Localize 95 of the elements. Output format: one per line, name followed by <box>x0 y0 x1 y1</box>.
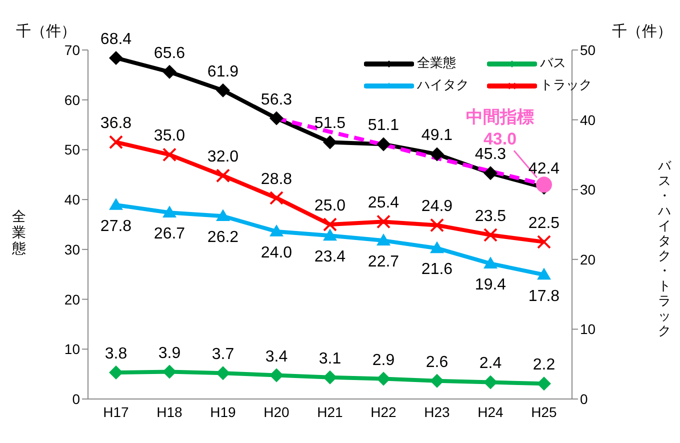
y-tick-label: 30 <box>64 241 80 258</box>
data-label: 3.1 <box>318 350 342 368</box>
point <box>109 198 123 210</box>
text: 千（件） <box>612 23 672 40</box>
data-label: 19.4 <box>474 276 506 294</box>
point <box>376 372 390 386</box>
y2-tick-label: 20 <box>580 251 596 268</box>
point <box>323 370 337 384</box>
data-label: 61.9 <box>207 63 239 80</box>
annotation: 中間指標 43.0 <box>466 108 534 149</box>
y-tick-label: 50 <box>64 142 80 158</box>
point <box>376 137 390 152</box>
y-tick-label: 60 <box>64 92 80 108</box>
x-tick-label: H21 <box>317 404 344 420</box>
data-label: 17.8 <box>528 288 560 305</box>
point <box>109 365 123 380</box>
y-tick-label: 10 <box>64 341 80 358</box>
data-label: 28.8 <box>260 170 292 188</box>
data-label: 49.1 <box>421 127 453 144</box>
data-label: 3.9 <box>158 344 181 362</box>
point <box>376 234 390 246</box>
point <box>537 376 551 391</box>
data-label: 23.5 <box>474 208 506 225</box>
x-tick-label: H25 <box>531 404 558 420</box>
y-tick-label: 20 <box>64 291 80 308</box>
y-tick-label: 0 <box>72 390 80 407</box>
data-label: 65.6 <box>154 44 186 62</box>
text: 千（件） <box>16 23 76 40</box>
text: バス・ハイタク・トラック <box>658 158 671 338</box>
x-tick-label: H18 <box>156 404 183 420</box>
point <box>270 111 284 126</box>
point <box>430 241 444 254</box>
point <box>323 135 337 150</box>
point <box>484 256 498 268</box>
point <box>430 374 444 388</box>
data-label: 35.0 <box>154 128 186 145</box>
data-label: 2.2 <box>532 356 556 374</box>
data-label: 36.8 <box>100 115 132 132</box>
point <box>216 209 230 222</box>
data-label: 23.4 <box>314 248 346 266</box>
data-label: 45.3 <box>474 146 506 164</box>
data-label: 2.9 <box>372 352 395 369</box>
data-label: 56.3 <box>260 91 292 108</box>
data-label: 22.5 <box>528 214 560 232</box>
x-tick-label: H17 <box>103 404 130 420</box>
point <box>162 206 176 218</box>
data-label: 51.5 <box>314 115 346 132</box>
point <box>162 64 176 79</box>
legend-label: トラック <box>540 77 592 92</box>
point <box>323 228 337 241</box>
point <box>162 364 176 379</box>
data-label: 42.4 <box>528 160 560 178</box>
x-tick-label: H24 <box>478 404 504 420</box>
data-label: 26.7 <box>154 226 186 243</box>
data-label: 3.7 <box>212 346 234 364</box>
point <box>536 176 552 193</box>
point <box>484 375 498 390</box>
legend-label: 全業態 <box>417 55 456 70</box>
y-tick-label: 40 <box>64 192 80 208</box>
y2-tick-label: 30 <box>580 182 596 198</box>
data-label: 32.0 <box>207 148 239 166</box>
data-label: 2.4 <box>479 355 502 372</box>
y2-tick-label: 10 <box>580 321 596 338</box>
legend-label: ハイタク <box>417 77 469 92</box>
data-label: 68.4 <box>100 30 132 48</box>
data-label: 3.4 <box>265 348 288 366</box>
point <box>109 50 123 65</box>
x-tick-label: H22 <box>370 404 397 420</box>
data-label: 24.0 <box>260 244 292 262</box>
data-label: 22.7 <box>368 254 400 271</box>
y2-tick-label: 0 <box>580 390 588 407</box>
y-axis-title: 全業態 <box>12 208 27 256</box>
data-label: 24.9 <box>421 198 453 216</box>
data-label: 25.0 <box>314 198 346 214</box>
y2-tick-label: 40 <box>580 112 596 128</box>
point <box>430 147 444 162</box>
data-label: 26.2 <box>207 229 239 246</box>
y2-tick-label: 50 <box>580 42 596 58</box>
data-label: 2.6 <box>426 354 448 371</box>
data-label: 25.4 <box>368 194 400 212</box>
point <box>270 224 284 236</box>
data-label: 27.8 <box>100 218 132 235</box>
point <box>484 166 498 180</box>
legend-label: バス <box>540 55 566 70</box>
x-tick-label: H20 <box>264 404 290 420</box>
point <box>270 368 284 382</box>
point <box>216 83 230 98</box>
data-label: 51.1 <box>368 117 400 134</box>
point <box>216 366 230 380</box>
x-tick-label: H23 <box>424 404 450 420</box>
x-tick-label: H19 <box>210 404 236 420</box>
data-label: 3.8 <box>104 345 128 362</box>
point <box>537 268 551 280</box>
data-label: 21.6 <box>421 261 453 278</box>
y-tick-label: 70 <box>64 42 80 58</box>
